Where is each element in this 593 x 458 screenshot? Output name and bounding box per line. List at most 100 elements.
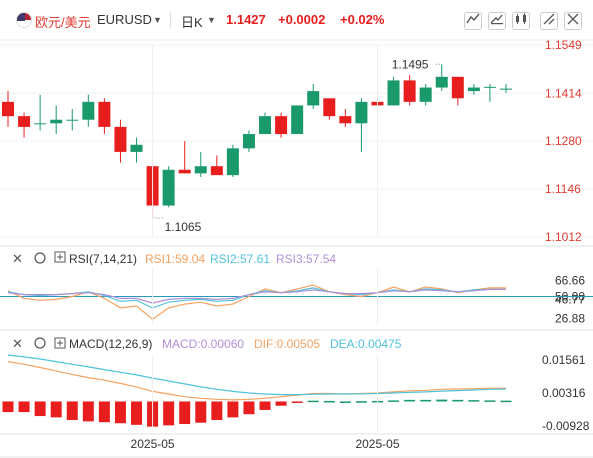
rsi2-legend: RSI2:57.61 xyxy=(210,252,270,266)
indicator-edit-icon[interactable] xyxy=(488,12,506,30)
expand-icon[interactable] xyxy=(564,12,582,30)
macd-histogram-bar xyxy=(163,401,175,426)
us-flag-icon xyxy=(16,12,32,28)
candle-body xyxy=(451,76,464,99)
dea-legend: DEA:0.00475 xyxy=(330,337,402,351)
macd-histogram-bar xyxy=(131,401,143,425)
macd-add-icon[interactable] xyxy=(54,337,66,349)
macd-histogram-bar xyxy=(114,401,126,424)
symbol-dropdown-icon[interactable]: ▼ xyxy=(153,15,162,25)
macd-histogram-bar xyxy=(484,400,496,402)
candle-body xyxy=(259,116,272,135)
candle-body xyxy=(500,88,512,90)
macd-histogram-bar xyxy=(98,401,110,423)
main-y-tick: 1.1414 xyxy=(545,86,582,100)
macd-histogram-bar xyxy=(211,401,223,421)
main-y-tick: 1.1549 xyxy=(545,38,582,52)
last-price: 1.1427 xyxy=(226,12,266,27)
macd-settings-icon[interactable] xyxy=(34,337,46,349)
macd-histogram-bar xyxy=(82,401,94,422)
collapse-icon[interactable] xyxy=(540,12,558,30)
candle-body xyxy=(275,116,288,135)
macd-histogram-bar xyxy=(259,401,271,410)
price-change-percent: +0.02% xyxy=(340,12,385,27)
rsi-line-2 xyxy=(7,287,506,309)
macd-histogram-bar xyxy=(179,401,191,425)
chart-type-icon[interactable] xyxy=(512,12,530,30)
macd-histogram-bar xyxy=(195,401,207,423)
macd-histogram-bar xyxy=(34,401,46,417)
symbol-label[interactable]: EURUSD xyxy=(97,12,152,27)
period-selector[interactable]: 日K xyxy=(181,15,203,30)
rsi-y-tick: 26.88 xyxy=(555,311,585,325)
macd-histogram-bar xyxy=(452,399,464,402)
price-change: +0.0002 xyxy=(278,12,326,27)
macd-histogram-bar xyxy=(468,400,480,402)
candle-body xyxy=(50,119,63,124)
macd-histogram-bar xyxy=(436,399,448,402)
macd-histogram-bar xyxy=(339,401,351,403)
macd-histogram-bar xyxy=(18,401,30,413)
rsi-title: RSI(7,14,21) xyxy=(69,252,137,266)
macd-y-tick: -0.00928 xyxy=(542,419,590,433)
macd-y-tick: 0.00316 xyxy=(542,386,586,400)
rsi-collapse-icon[interactable]: ✕ xyxy=(12,251,23,266)
x-tick: 2025-05 xyxy=(355,437,399,451)
rsi1-legend: RSI1:59.04 xyxy=(145,252,205,266)
candle-body xyxy=(66,119,79,121)
macd-histogram-bar xyxy=(404,399,416,402)
main-pane: 1.1549 1.1414 1.1280 1.1146 1.1012 1.1495 1.10… xyxy=(0,38,593,244)
macd-histogram-bar xyxy=(420,399,432,402)
draw-line-icon[interactable] xyxy=(464,12,482,30)
candle-body xyxy=(130,144,143,152)
candle-body xyxy=(178,169,191,174)
macd-y-tick: 0.01561 xyxy=(542,353,586,367)
macd-histogram-bar xyxy=(243,401,255,415)
macd-histogram-bar xyxy=(291,401,303,403)
x-axis: 2025-05 2025-05 xyxy=(131,45,400,451)
macd-histogram-bar xyxy=(307,400,319,403)
candle-body xyxy=(98,101,111,127)
candle-body xyxy=(435,76,448,88)
macd-histogram-bar xyxy=(50,401,62,418)
macd-histogram-bar xyxy=(323,400,335,403)
candle-body xyxy=(355,101,368,124)
candle-body xyxy=(210,166,223,176)
main-y-tick: 1.1280 xyxy=(545,134,582,148)
header-divider xyxy=(170,12,171,28)
candle-body xyxy=(403,80,416,102)
rsi-line-3 xyxy=(7,288,506,304)
candle-body xyxy=(194,166,207,174)
macd-histogram-bar xyxy=(66,401,78,421)
macd-histogram-bar xyxy=(2,401,14,413)
macd-histogram-bar xyxy=(227,401,239,418)
chart-header: 欧元/美元 EURUSD ▼ 日K ▼ 1.1427 +0.0002 +0.02… xyxy=(0,0,593,40)
main-y-tick: 1.1146 xyxy=(545,182,581,196)
dea-line xyxy=(7,354,507,396)
candle-body xyxy=(18,116,31,127)
candle-body xyxy=(2,101,14,117)
rsi-add-icon[interactable] xyxy=(54,251,66,263)
macd-histogram-bar xyxy=(275,401,287,406)
candle-body xyxy=(387,80,400,106)
candle-body xyxy=(242,134,255,149)
period-dropdown-icon[interactable]: ▼ xyxy=(207,15,216,25)
candle-body xyxy=(339,116,352,124)
candle-body xyxy=(82,101,95,120)
rsi-settings-icon[interactable] xyxy=(34,252,46,264)
macd-collapse-icon[interactable]: ✕ xyxy=(12,336,23,351)
symbol-cn-label[interactable]: 欧元/美元 xyxy=(35,15,91,30)
rsi3-legend: RSI3:57.54 xyxy=(276,252,336,266)
rsi-y-tick: 66.66 xyxy=(555,274,585,288)
main-y-tick: 1.1012 xyxy=(545,230,582,244)
candle-body xyxy=(323,98,336,117)
rsi-y-tick: 46.77 xyxy=(555,293,585,307)
macd-pane: 0.01561 0.00316 -0.00928 xyxy=(2,353,590,433)
dif-line xyxy=(7,361,506,401)
dif-legend: DIF:0.00505 xyxy=(254,337,320,351)
macd-title: MACD(12,26,9) xyxy=(69,337,152,351)
candle-body xyxy=(467,87,480,92)
candle-body xyxy=(483,86,496,88)
